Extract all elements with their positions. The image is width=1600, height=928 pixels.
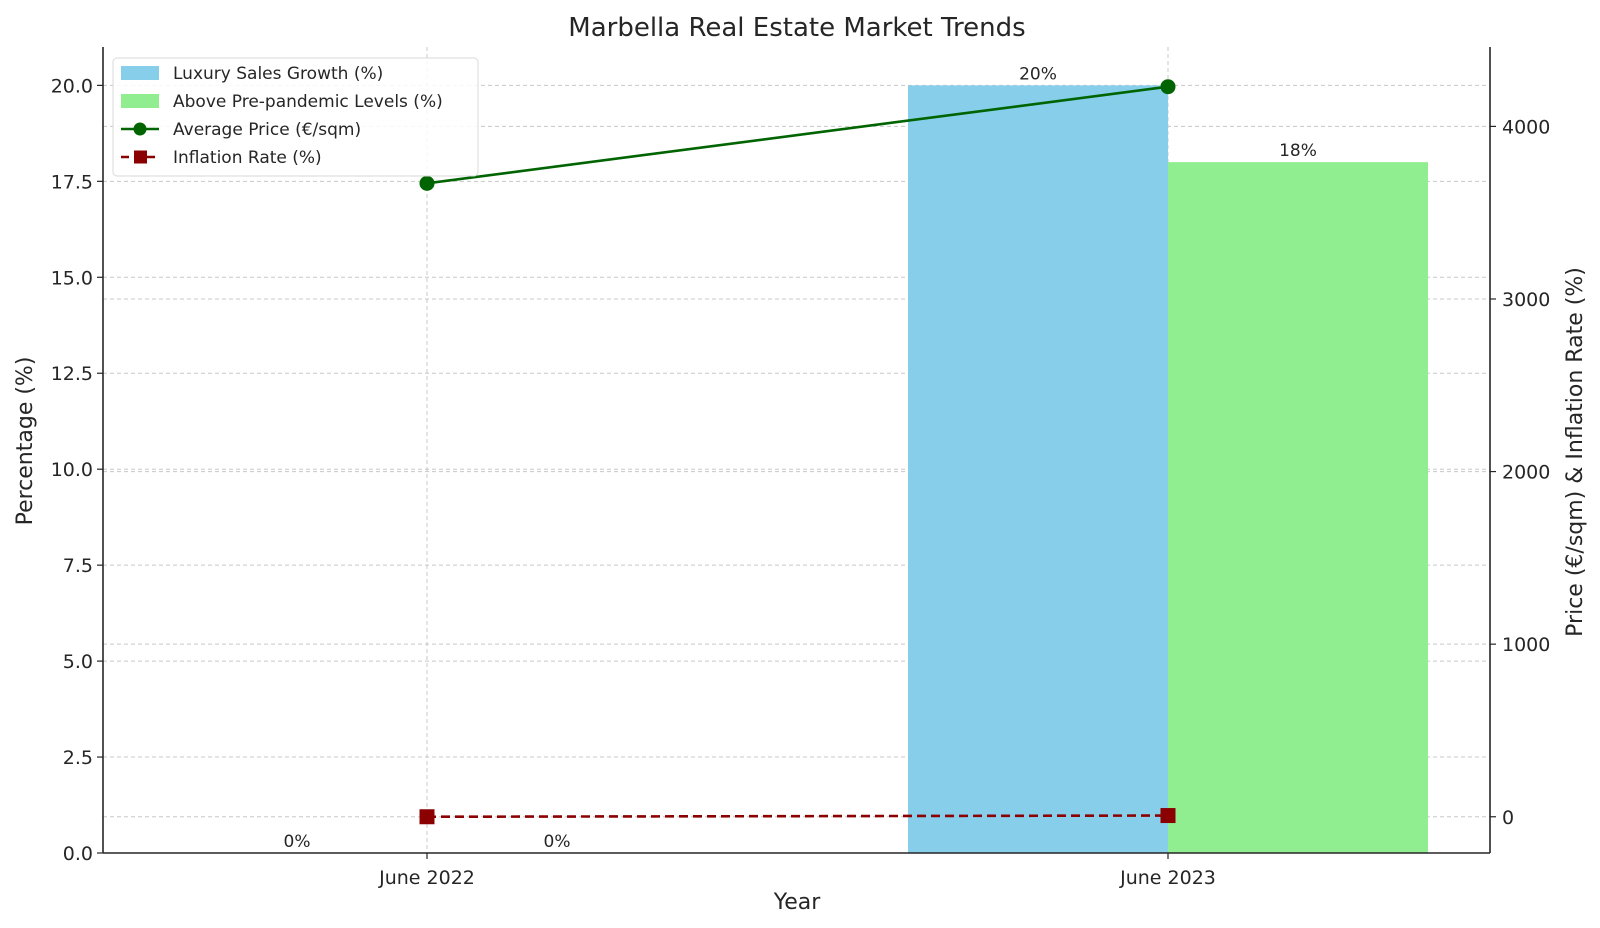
legend-label: Average Price (€/sqm) bbox=[173, 120, 361, 140]
x-tick-label: June 2022 bbox=[378, 867, 475, 889]
y-tick-label: 5.0 bbox=[63, 651, 93, 673]
y2-tick-label: 3000 bbox=[1502, 289, 1550, 311]
legend-swatch bbox=[121, 66, 159, 80]
y-tick-label: 17.5 bbox=[51, 171, 93, 193]
line-point bbox=[419, 809, 435, 825]
y2-tick-label: 4000 bbox=[1502, 116, 1550, 138]
legend: Luxury Sales Growth (%) Above Pre-pandemi… bbox=[112, 57, 479, 177]
y2-tick-label: 0 bbox=[1502, 807, 1514, 829]
chart-title: Marbella Real Estate Market Trends bbox=[568, 13, 1025, 43]
legend-marker bbox=[133, 122, 147, 136]
x-axis-label: Year bbox=[773, 890, 822, 915]
y2-tick-label: 1000 bbox=[1502, 634, 1550, 656]
legend-swatch bbox=[121, 94, 159, 108]
lines bbox=[419, 79, 1176, 825]
bars bbox=[908, 85, 1428, 854]
series-line bbox=[426, 85, 1169, 185]
bar bbox=[908, 85, 1168, 853]
y2-tick-label: 2000 bbox=[1502, 462, 1550, 484]
y-axis-label: Percentage (%) bbox=[13, 357, 38, 526]
legend-marker bbox=[134, 150, 147, 164]
x-tick-label: June 2023 bbox=[1119, 867, 1216, 889]
y-tick-label: 10.0 bbox=[51, 459, 93, 481]
legend-label: Luxury Sales Growth (%) bbox=[173, 64, 383, 84]
bar bbox=[1168, 162, 1428, 854]
line-point bbox=[1160, 808, 1176, 824]
legend-label: Inflation Rate (%) bbox=[173, 148, 322, 168]
y-tick-label: 20.0 bbox=[51, 75, 93, 97]
bar-value-label: 20% bbox=[1019, 64, 1057, 84]
bar-value-label: 0% bbox=[544, 832, 571, 852]
line-point bbox=[419, 175, 435, 191]
y-tick-label: 15.0 bbox=[51, 267, 93, 289]
tick-labels: 0.0 2.5 5.0 7.5 10.0 12.5 15.0 17.5 20.0 0 1000 200… bbox=[51, 75, 1551, 889]
legend-frame bbox=[112, 57, 479, 177]
bar-value-label: 0% bbox=[284, 832, 311, 852]
legend-label: Above Pre-pandemic Levels (%) bbox=[173, 92, 443, 112]
y-tick-label: 12.5 bbox=[51, 363, 93, 385]
y-tick-label: 0.0 bbox=[63, 843, 93, 865]
y-tick-label: 2.5 bbox=[63, 747, 93, 769]
y2-axis-label: Price (€/sqm) & Inflation Rate (%) bbox=[1563, 267, 1588, 637]
bar-value-label: 18% bbox=[1279, 141, 1317, 161]
bar-labels: 0% 20% 0% 18% bbox=[284, 64, 1317, 852]
line-point bbox=[1160, 79, 1176, 95]
series-line bbox=[426, 814, 1169, 819]
y-tick-label: 7.5 bbox=[63, 555, 93, 577]
axes bbox=[97, 47, 1496, 859]
